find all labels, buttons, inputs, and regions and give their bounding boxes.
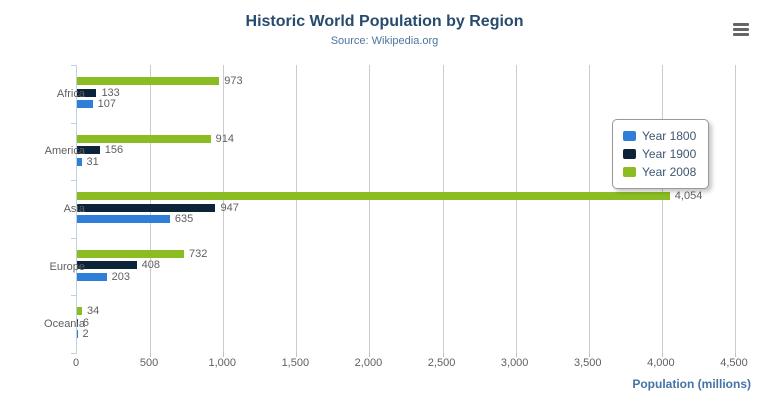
chart-title: Historic World Population by Region [245,13,524,30]
x-axis-tick [515,353,517,357]
data-label: 203 [111,270,131,283]
gridline [735,65,736,353]
legend-swatch-icon [623,131,636,141]
bar-year-2008-africa[interactable] [77,77,220,85]
y-axis-tick [71,180,77,181]
x-axis-tick [150,353,152,357]
x-axis-tick [442,353,444,357]
data-label: 947 [220,201,239,214]
category-row-europe: 732 408 203 [77,238,735,296]
data-label: 732 [189,247,208,260]
data-label: 31 [86,155,99,168]
bar-year-1800-africa[interactable] [77,100,93,108]
x-axis-tick-label: 4,500 [720,357,748,369]
category-label-oceania: Oceania [44,318,85,331]
y-axis-tick [71,123,77,124]
x-axis-title: Population (millions) [632,377,751,391]
category-label-america: America [44,145,85,158]
x-axis-tick [223,353,225,357]
data-label: 2 [82,328,89,341]
bar-year-1900-oceania[interactable] [77,318,78,327]
category-label-europe: Europe [49,260,85,273]
category-row-oceania: 34 6 2 [77,295,735,353]
data-label: 133 [101,86,120,99]
legend: Year 1800 Year 1900 Year 2008 [612,119,710,189]
y-axis-tick [71,295,77,296]
y-axis-tick [71,65,77,66]
bar-year-2008-oceania[interactable] [77,307,82,316]
chart-subtitle: Source: Wikipedia.org [330,35,439,47]
plot-area: 973 133 107 914 156 31 4,054 947 635 732 408 203 34 6… [71,65,736,357]
legend-item-year-1900[interactable]: Year 1900 [623,145,696,163]
bar-year-2008-america[interactable] [77,134,211,143]
data-label: 6 [82,316,89,329]
legend-item-year-1800[interactable]: Year 1800 [623,127,696,145]
data-label: 973 [224,75,243,87]
gridline [661,65,663,353]
y-axis-tick [71,238,77,239]
legend-label: Year 1800 [642,129,697,143]
bar-year-1800-asia[interactable] [77,215,170,224]
x-axis-tick-label: 3,500 [574,357,602,369]
x-axis-tick-label: 2,000 [354,357,383,369]
gridline [515,65,517,353]
legend-swatch-icon [623,167,636,177]
gridline [369,65,371,353]
bar-year-1800-oceania[interactable] [77,330,78,339]
legend-label: Year 1900 [642,147,697,161]
legend-item-year-2008[interactable]: Year 2008 [623,163,696,181]
bar-year-1800-america[interactable] [77,157,82,166]
gridline [223,65,225,353]
data-label: 34 [86,305,100,318]
x-axis-tick [588,353,590,357]
category-row-asia: 4,054 947 635 [77,180,735,238]
x-axis-tick [735,353,736,357]
data-label: 156 [104,144,124,157]
category-row-america: 914 156 31 [77,123,735,181]
x-axis-tick-label: 0 [72,357,80,369]
hamburger-menu-icon[interactable] [733,23,749,36]
bar-year-2008-asia[interactable] [77,192,670,201]
hamburger-stripe [733,33,749,36]
data-label: 4,054 [674,190,703,203]
gridline [442,65,444,353]
x-axis-tick [661,353,663,357]
bar-year-2008-europe[interactable] [77,249,185,258]
data-label: 914 [215,132,234,145]
category-label-africa: Africa [56,87,85,100]
x-axis-tick-label: 3,000 [500,357,529,369]
data-label: 408 [141,259,161,272]
category-label-asia: Asia [63,203,85,215]
bar-year-1900-asia[interactable] [77,203,216,212]
category-row-africa: 973 133 107 [77,65,735,123]
hamburger-stripe [733,28,749,31]
gridline [588,65,590,353]
data-label: 107 [97,98,116,110]
bar-year-1900-africa[interactable] [77,88,97,97]
x-axis-tick-label: 1,000 [208,357,236,369]
legend-swatch-icon [623,149,636,159]
hamburger-stripe [733,23,749,26]
legend-label: Year 2008 [642,165,697,179]
x-axis-tick-label: 2,500 [427,357,456,369]
x-axis-tick [369,353,371,357]
x-axis-tick-label: 4,000 [647,357,675,369]
bar-year-1800-europe[interactable] [77,272,107,281]
bar-year-1900-america[interactable] [77,146,100,155]
x-axis-tick-label: 500 [139,357,159,369]
x-axis-tick [296,353,298,357]
y-axis-tick [71,353,77,354]
x-axis-tick-label: 1,500 [281,357,310,369]
bar-year-1900-europe[interactable] [77,261,137,270]
gridline [296,65,298,353]
data-label: 635 [174,213,194,226]
